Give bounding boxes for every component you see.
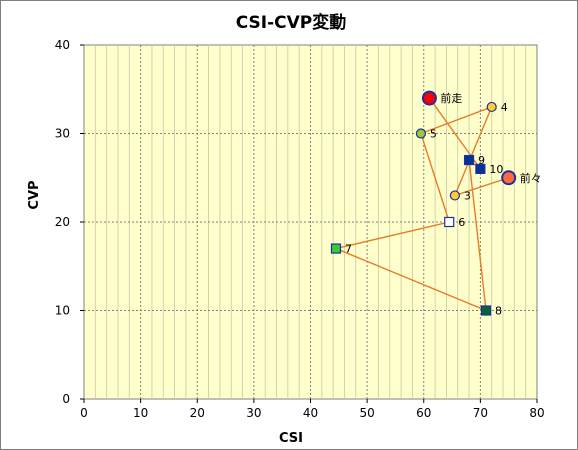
marker-point-4	[486, 101, 497, 113]
y-axis-label: CVP	[27, 180, 42, 209]
x-tick-label: 10	[133, 406, 148, 420]
data-markers	[330, 90, 517, 316]
x-tick-label: 80	[529, 406, 544, 420]
label-point-9: 9	[478, 154, 485, 167]
marker-point-6	[444, 216, 455, 228]
x-tick-label: 40	[303, 406, 318, 420]
x-tick-label: 0	[80, 406, 88, 420]
label-point-3: 3	[464, 189, 471, 202]
label-point-4: 4	[501, 101, 508, 114]
marker-point-5	[415, 128, 427, 139]
marker-point-10	[475, 163, 486, 174]
point-labels: 前々 3 4 5 6 7 8 9 10 前走	[345, 91, 542, 317]
chart-title: CSI-CVP変動	[236, 12, 347, 33]
marker-point-前走	[421, 90, 437, 106]
y-tick-label: 10	[55, 304, 70, 318]
marker-point-8	[480, 305, 492, 316]
y-tick-label: 0	[62, 392, 70, 406]
grid-lines	[84, 45, 537, 399]
label-point-前々: 前々	[520, 171, 542, 185]
marker-point-前々	[501, 170, 517, 186]
x-axis-label: CSI	[279, 431, 303, 446]
tick-labels: 0 10 20 30 40 50 60 70 80 0 10 20 30 40	[55, 38, 545, 420]
label-point-前走: 前走	[440, 91, 462, 105]
x-tick-label: 60	[416, 406, 431, 420]
x-tick-label: 20	[190, 406, 205, 420]
marker-point-3	[449, 190, 460, 201]
marker-point-9	[463, 154, 475, 166]
x-tick-label: 50	[359, 406, 374, 420]
series-path	[333, 97, 509, 312]
marker-point-7	[330, 243, 342, 254]
label-point-8: 8	[495, 305, 502, 318]
y-tick-label: 20	[55, 215, 70, 229]
x-tick-label: 30	[246, 406, 261, 420]
label-point-7: 7	[345, 243, 352, 256]
y-tick-label: 30	[55, 127, 70, 141]
path-lines	[333, 97, 509, 312]
y-tick-label: 40	[55, 38, 70, 52]
label-point-6: 6	[458, 216, 465, 229]
x-tick-label: 70	[473, 406, 488, 420]
label-point-5: 5	[430, 128, 437, 141]
label-point-10: 10	[489, 163, 503, 176]
